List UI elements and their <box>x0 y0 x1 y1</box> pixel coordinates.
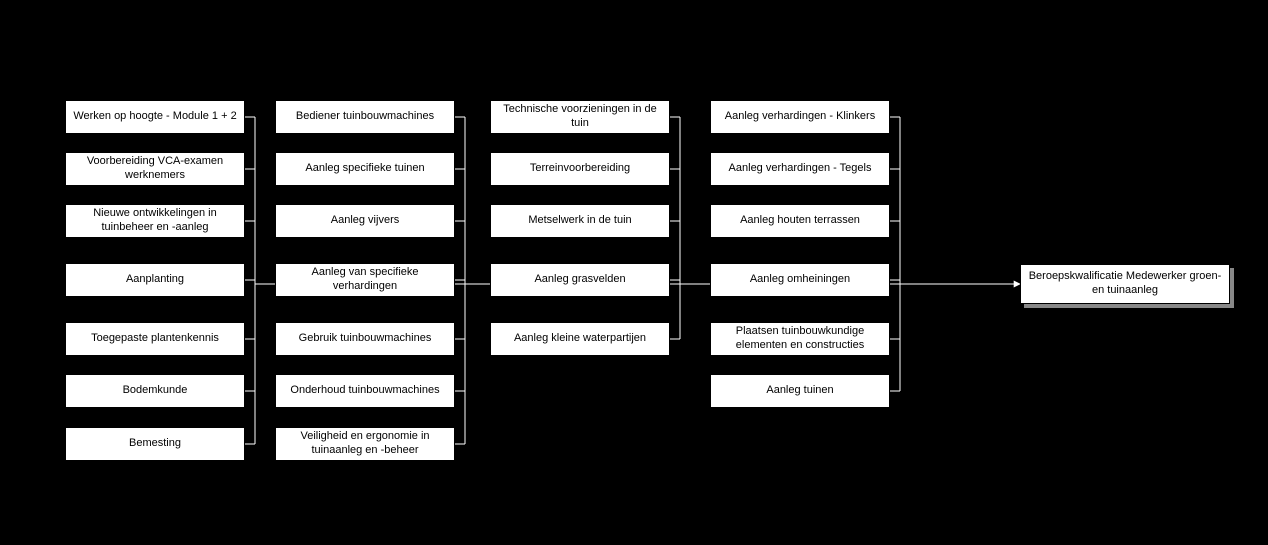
module-box-c3r3: Metselwerk in de tuin <box>490 204 670 238</box>
module-box-c4r6: Aanleg tuinen <box>710 374 890 408</box>
module-box-c2r5: Gebruik tuinbouwmachines <box>275 322 455 356</box>
module-box-c3r5: Aanleg kleine waterpartijen <box>490 322 670 356</box>
module-box-c4r2: Aanleg verhardingen - Tegels <box>710 152 890 186</box>
final-qualification-box: Beroepskwalificatie Medewerker groen- en… <box>1020 264 1230 304</box>
module-box-c3r1: Technische voorzieningen in de tuin <box>490 100 670 134</box>
module-box-c2r1: Bediener tuinbouwmachines <box>275 100 455 134</box>
module-box-c4r5: Plaatsen tuinbouwkundige elementen en co… <box>710 322 890 356</box>
module-box-c2r2: Aanleg specifieke tuinen <box>275 152 455 186</box>
module-box-c4r1: Aanleg verhardingen - Klinkers <box>710 100 890 134</box>
module-box-c3r4: Aanleg grasvelden <box>490 263 670 297</box>
module-box-c4r3: Aanleg houten terrassen <box>710 204 890 238</box>
module-box-c1r4: Aanplanting <box>65 263 245 297</box>
module-box-c2r6: Onderhoud tuinbouwmachines <box>275 374 455 408</box>
module-box-c1r1: Werken op hoogte - Module 1 + 2 <box>65 100 245 134</box>
module-box-c4r4: Aanleg omheiningen <box>710 263 890 297</box>
module-box-c2r4: Aanleg van specifieke verhardingen <box>275 263 455 297</box>
module-box-c1r5: Toegepaste plantenkennis <box>65 322 245 356</box>
module-box-c1r6: Bodemkunde <box>65 374 245 408</box>
module-box-c1r3: Nieuwe ontwikkelingen in tuinbeheer en -… <box>65 204 245 238</box>
diagram-canvas: Werken op hoogte - Module 1 + 2 Voorberei… <box>0 0 1268 545</box>
module-box-c1r2: Voorbereiding VCA-examen werknemers <box>65 152 245 186</box>
module-box-c2r7: Veiligheid en ergonomie in tuinaanleg en… <box>275 427 455 461</box>
module-box-c1r7: Bemesting <box>65 427 245 461</box>
module-box-c2r3: Aanleg vijvers <box>275 204 455 238</box>
module-box-c3r2: Terreinvoorbereiding <box>490 152 670 186</box>
